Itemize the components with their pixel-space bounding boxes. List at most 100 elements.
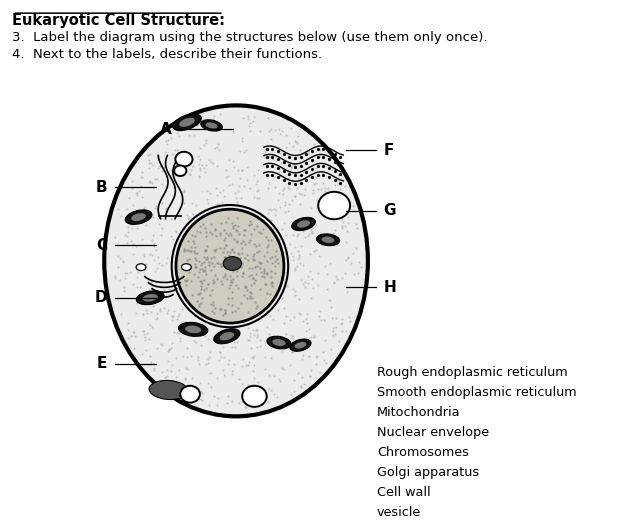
Point bbox=[233, 269, 243, 278]
Point bbox=[193, 360, 203, 368]
Point bbox=[125, 212, 135, 221]
Point bbox=[197, 279, 207, 287]
Point bbox=[205, 189, 215, 198]
Point bbox=[266, 354, 276, 363]
Point bbox=[250, 276, 260, 284]
Point bbox=[203, 379, 213, 387]
Point bbox=[314, 252, 324, 260]
Point bbox=[269, 389, 279, 398]
Point bbox=[233, 255, 244, 263]
Point bbox=[255, 259, 265, 268]
Point bbox=[261, 227, 271, 235]
Point bbox=[268, 268, 278, 277]
Point bbox=[197, 259, 207, 267]
Point bbox=[307, 157, 317, 165]
Point bbox=[193, 300, 203, 308]
Point bbox=[242, 361, 252, 369]
Point bbox=[314, 311, 324, 320]
Point bbox=[122, 269, 132, 277]
Point bbox=[182, 296, 192, 304]
Point bbox=[177, 265, 187, 274]
Point bbox=[146, 159, 156, 167]
Point bbox=[188, 210, 198, 218]
Point bbox=[119, 287, 129, 296]
Point bbox=[249, 239, 259, 248]
Point bbox=[175, 259, 185, 268]
Point bbox=[328, 327, 338, 335]
Point bbox=[270, 339, 280, 348]
Point bbox=[146, 358, 156, 367]
Point bbox=[313, 184, 323, 193]
Point bbox=[252, 343, 262, 351]
Point bbox=[138, 327, 148, 335]
Ellipse shape bbox=[105, 105, 368, 416]
Ellipse shape bbox=[173, 114, 202, 131]
Ellipse shape bbox=[272, 339, 285, 346]
Point bbox=[240, 403, 250, 411]
Point bbox=[327, 196, 337, 204]
Point bbox=[237, 166, 247, 174]
Point bbox=[203, 280, 213, 288]
Point bbox=[262, 248, 272, 256]
Point bbox=[149, 256, 159, 265]
Point bbox=[330, 330, 340, 338]
Point bbox=[218, 343, 228, 351]
Point bbox=[131, 189, 141, 198]
Point bbox=[337, 319, 347, 327]
Point bbox=[123, 334, 133, 343]
Point bbox=[128, 328, 138, 336]
Point bbox=[160, 259, 170, 267]
Point bbox=[324, 156, 334, 164]
Point bbox=[200, 168, 210, 177]
Point bbox=[178, 186, 188, 194]
Point bbox=[207, 269, 217, 278]
Point bbox=[309, 333, 319, 341]
Point bbox=[172, 129, 182, 138]
Point bbox=[228, 275, 238, 284]
Point bbox=[342, 213, 352, 221]
Point bbox=[277, 225, 287, 233]
Point bbox=[293, 132, 303, 140]
Point bbox=[132, 191, 142, 200]
Point bbox=[151, 202, 162, 210]
Point bbox=[144, 159, 154, 168]
Point bbox=[245, 126, 255, 135]
Point bbox=[204, 268, 214, 276]
Point bbox=[270, 211, 280, 219]
Point bbox=[131, 241, 141, 250]
Point bbox=[229, 247, 239, 256]
Point bbox=[241, 403, 251, 412]
Point bbox=[191, 337, 201, 346]
Point bbox=[300, 327, 310, 335]
Point bbox=[124, 193, 134, 202]
Point bbox=[285, 249, 295, 257]
Point bbox=[264, 384, 274, 392]
Point bbox=[200, 246, 210, 255]
Point bbox=[127, 183, 137, 192]
Point bbox=[197, 340, 207, 349]
Point bbox=[300, 282, 310, 291]
Point bbox=[252, 301, 262, 310]
Point bbox=[302, 166, 312, 174]
Point bbox=[207, 259, 217, 267]
Ellipse shape bbox=[322, 237, 334, 243]
Text: Rough endoplasmic reticulum: Rough endoplasmic reticulum bbox=[377, 366, 568, 379]
Point bbox=[240, 226, 250, 234]
Point bbox=[259, 265, 269, 274]
Point bbox=[263, 216, 273, 225]
Point bbox=[122, 205, 132, 213]
Point bbox=[331, 314, 341, 323]
Point bbox=[217, 261, 227, 270]
Point bbox=[273, 306, 283, 315]
Point bbox=[328, 324, 338, 333]
Point bbox=[252, 193, 262, 202]
Point bbox=[324, 296, 334, 304]
Point bbox=[282, 312, 292, 320]
Point bbox=[290, 266, 300, 274]
Point bbox=[270, 182, 280, 191]
Point bbox=[231, 306, 241, 315]
Point bbox=[231, 194, 241, 202]
Point bbox=[225, 272, 235, 280]
Point bbox=[258, 389, 268, 398]
Point bbox=[279, 304, 289, 312]
